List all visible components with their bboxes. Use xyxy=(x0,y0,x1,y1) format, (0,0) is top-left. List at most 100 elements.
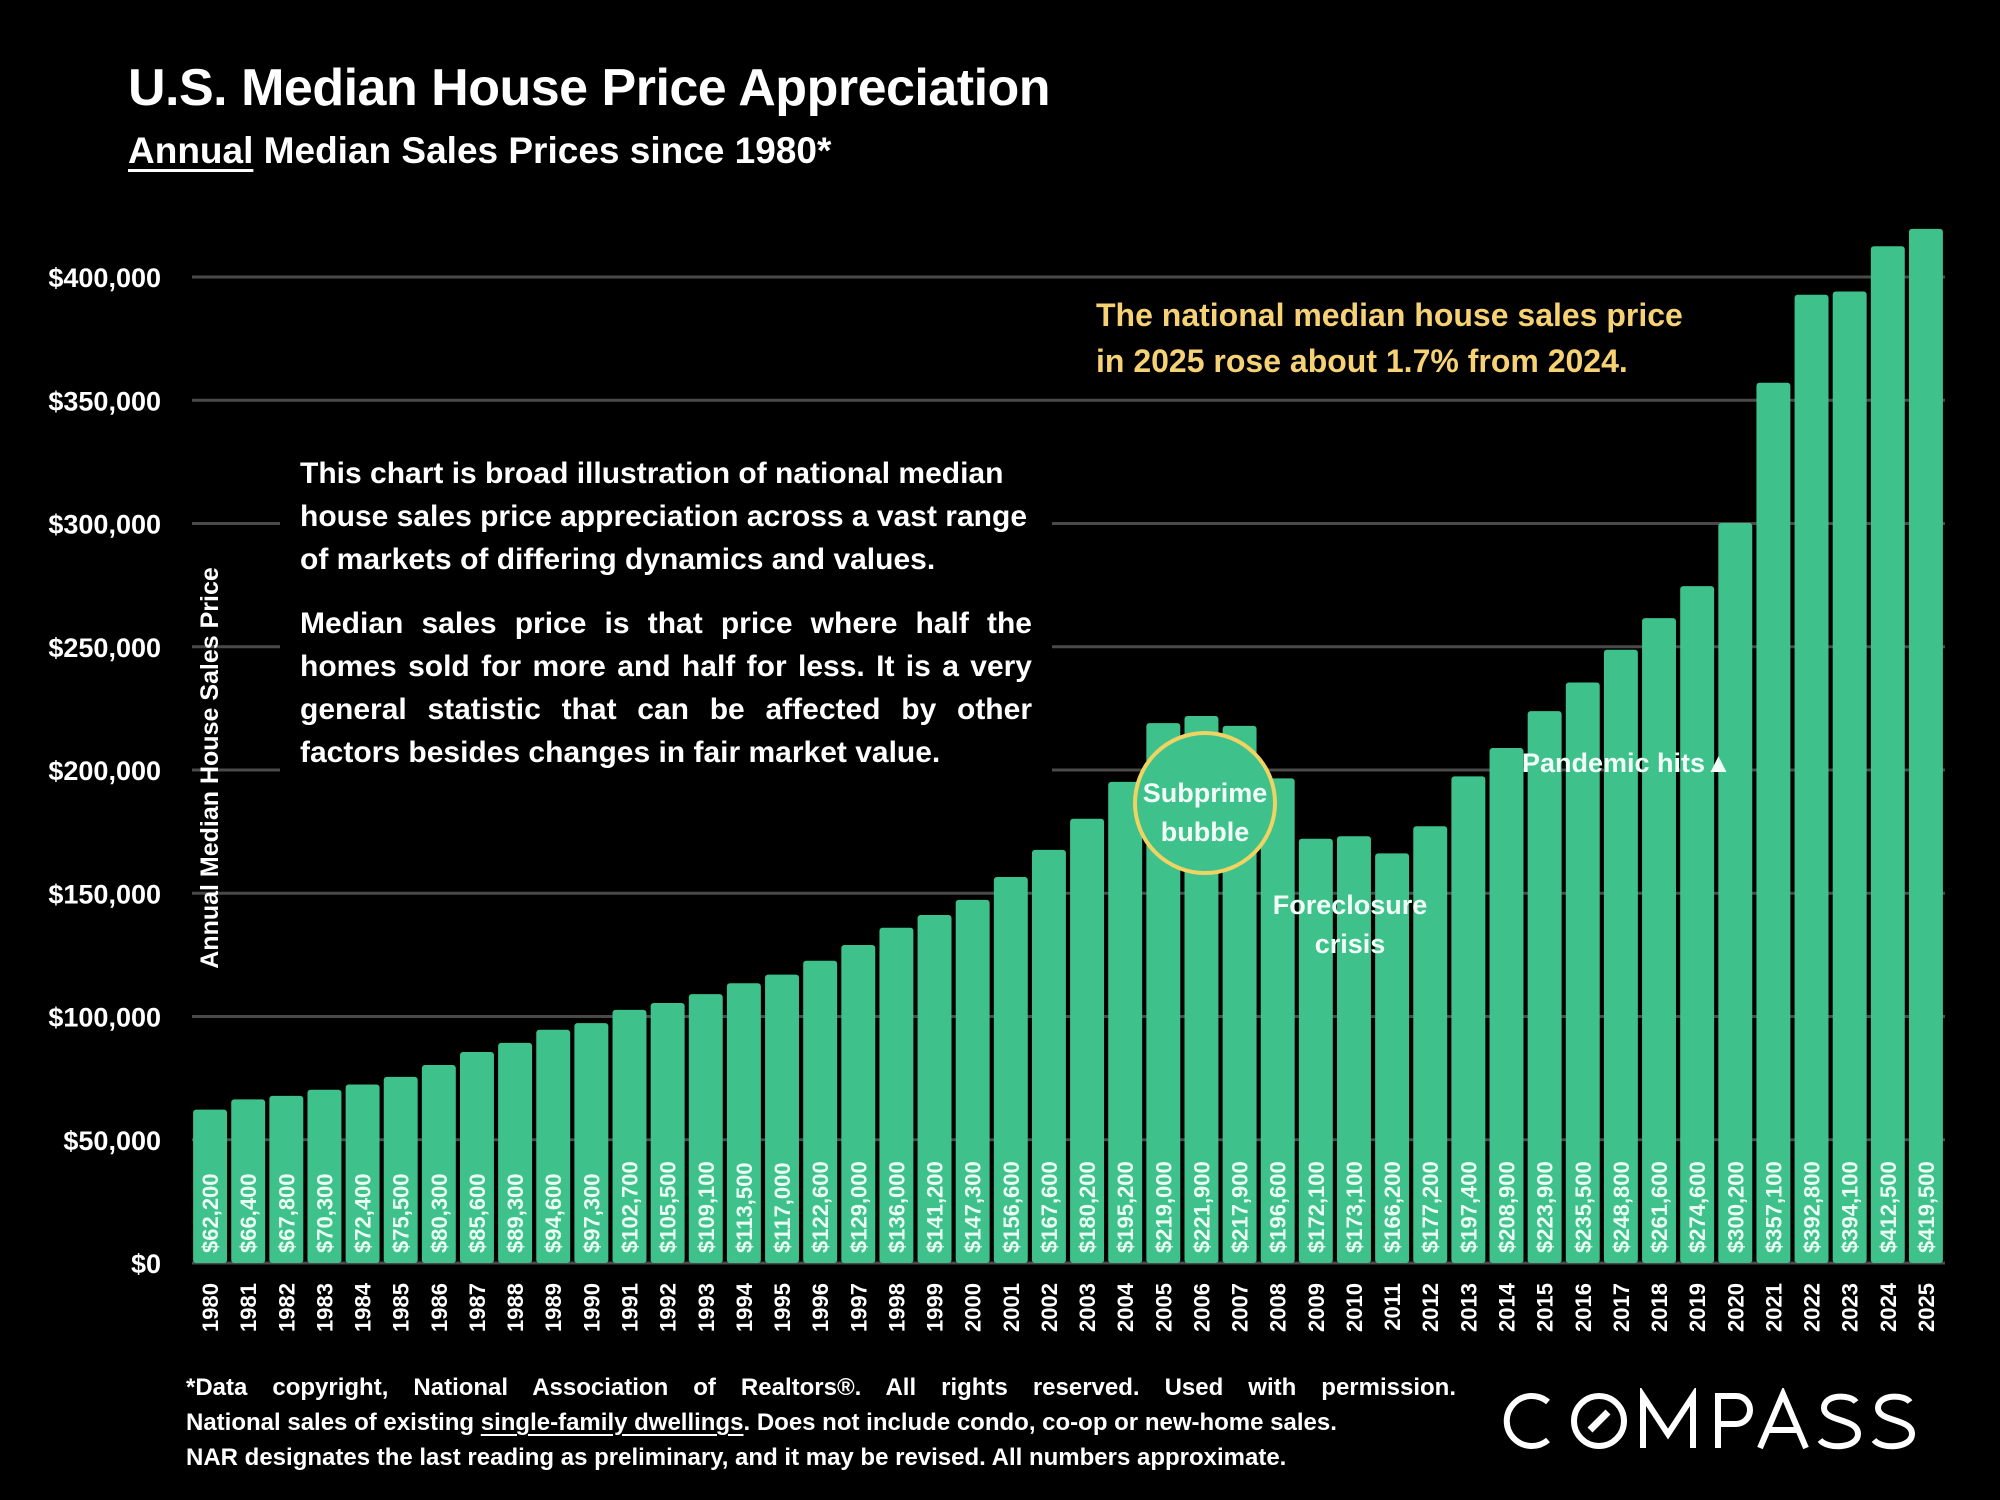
bars xyxy=(193,228,1943,1264)
y-tick-label: $300,000 xyxy=(48,510,161,540)
foreclosure-line-1: Foreclosure xyxy=(1272,890,1428,920)
bar-1996 xyxy=(803,960,838,1263)
data-label: $117,000 xyxy=(770,1162,795,1253)
data-label: $113,500 xyxy=(732,1162,757,1253)
subtitle-rest: Median Sales Prices since 1980* xyxy=(253,130,832,171)
bar-2016 xyxy=(1565,682,1600,1263)
bar-2018 xyxy=(1642,618,1676,1263)
bar-2002 xyxy=(1031,849,1066,1263)
single-family-link[interactable]: single-family dwellings xyxy=(480,1409,744,1436)
subprime-annotation: Subprime bubble xyxy=(1135,774,1275,852)
data-label: $105,500 xyxy=(656,1161,681,1253)
bar-2021 xyxy=(1756,382,1791,1263)
data-label: $85,600 xyxy=(465,1173,490,1253)
data-label: $102,700 xyxy=(618,1161,643,1253)
data-label: $180,200 xyxy=(1075,1161,1100,1253)
data-label: $248,800 xyxy=(1609,1161,1634,1253)
data-label: $357,100 xyxy=(1761,1161,1786,1253)
x-tick-label: 2025 xyxy=(1914,1283,1939,1332)
x-tick-label: 1985 xyxy=(389,1283,414,1332)
bar-2003 xyxy=(1070,818,1105,1263)
bar-1992 xyxy=(650,1002,685,1263)
x-tick-label: 1995 xyxy=(770,1283,795,1332)
bar-1987 xyxy=(460,1051,494,1263)
subprime-line-2: bubble xyxy=(1160,817,1250,847)
bar-2001 xyxy=(993,876,1028,1263)
x-tick-label: 1992 xyxy=(656,1283,681,1332)
x-tick-label: 2014 xyxy=(1495,1282,1520,1332)
pandemic-annotation: Pandemic hits▲ xyxy=(1522,744,1732,783)
data-label: $141,200 xyxy=(923,1161,948,1253)
bar-2024 xyxy=(1870,246,1905,1263)
y-tick-label: $250,000 xyxy=(48,633,161,663)
x-tick-label: 2022 xyxy=(1800,1283,1825,1332)
data-label: $166,200 xyxy=(1380,1161,1405,1253)
bar-1999 xyxy=(917,914,952,1263)
x-tick-label: 1981 xyxy=(236,1283,261,1332)
bar-2011 xyxy=(1375,853,1410,1263)
bar-1991 xyxy=(612,1009,647,1263)
x-tick-label: 2001 xyxy=(999,1283,1024,1332)
highlight-line-2: in 2025 rose about 1.7% from 2024. xyxy=(1096,343,1628,379)
highlight-callout: The national median house sales price in… xyxy=(1096,292,1683,384)
x-tick-label: 2021 xyxy=(1761,1283,1786,1332)
data-label: $172,100 xyxy=(1304,1161,1329,1253)
bar-2013 xyxy=(1451,776,1486,1263)
bar-1995 xyxy=(765,974,799,1263)
data-label: $235,500 xyxy=(1571,1161,1596,1253)
data-label: $195,200 xyxy=(1113,1161,1138,1253)
y-axis-label: Annual Median House Sales Price xyxy=(196,567,224,969)
data-label: $129,000 xyxy=(846,1161,871,1253)
bar-1985 xyxy=(383,1076,418,1263)
x-tick-label: 2008 xyxy=(1266,1283,1291,1332)
subprime-bubble-circle xyxy=(1133,731,1277,875)
note-paragraph-2: Median sales price is that price where h… xyxy=(300,607,1032,769)
x-tick-label: 1986 xyxy=(427,1283,452,1332)
explanatory-note: This chart is broad illustration of nati… xyxy=(280,452,1052,774)
footnote: *Data copyright, National Association of… xyxy=(186,1370,1456,1475)
y-tick-label: $150,000 xyxy=(48,879,161,909)
data-label: $196,600 xyxy=(1266,1161,1291,1253)
x-tick-label: 1984 xyxy=(351,1282,376,1332)
x-tick-label: 2015 xyxy=(1533,1283,1558,1332)
data-label: $136,000 xyxy=(884,1161,909,1253)
data-labels: $62,200 $66,400 $67,800 $70,300 $72,400 $75,5… xyxy=(198,1161,1939,1253)
x-tick-label: 2019 xyxy=(1685,1283,1710,1332)
bar-2025 xyxy=(1908,228,1943,1263)
bar-1998 xyxy=(879,927,914,1263)
x-tick-label: 1982 xyxy=(274,1283,299,1332)
subprime-line-1: Subprime xyxy=(1142,778,1268,808)
x-tick-label: 1997 xyxy=(846,1283,871,1332)
y-tick-label: $400,000 xyxy=(48,263,161,293)
data-label: $274,600 xyxy=(1685,1161,1710,1253)
x-tick-label: 2018 xyxy=(1647,1283,1672,1332)
bar-2022 xyxy=(1794,294,1829,1263)
x-tick-label: 2016 xyxy=(1571,1283,1596,1332)
x-tick-label: 1998 xyxy=(884,1283,909,1332)
data-label: $412,500 xyxy=(1876,1161,1901,1253)
y-tick-label: $350,000 xyxy=(48,386,161,416)
bar-1982 xyxy=(269,1095,304,1263)
data-label: $94,600 xyxy=(541,1173,566,1253)
x-tick-label: 1993 xyxy=(694,1283,719,1332)
bar-2017 xyxy=(1603,649,1638,1263)
x-tick-label: 1994 xyxy=(732,1282,757,1332)
bar-2008 xyxy=(1260,778,1295,1263)
x-tick-label: 2007 xyxy=(1228,1283,1253,1332)
bar-1983 xyxy=(307,1089,342,1263)
y-tick-label: $50,000 xyxy=(63,1126,161,1156)
data-label: $394,100 xyxy=(1838,1161,1863,1253)
data-label: $156,600 xyxy=(999,1161,1024,1253)
x-tick-label: 1996 xyxy=(808,1283,833,1332)
data-label: $223,900 xyxy=(1533,1161,1558,1253)
x-tick-label: 2011 xyxy=(1380,1283,1405,1331)
bar-2014 xyxy=(1489,748,1524,1263)
data-label: $167,600 xyxy=(1037,1161,1062,1253)
x-tick-label: 1999 xyxy=(923,1283,948,1332)
bar-1980 xyxy=(193,1109,228,1263)
x-tick-label: 1983 xyxy=(312,1283,337,1332)
data-label: $70,300 xyxy=(312,1173,337,1253)
subtitle-emphasis: Annual xyxy=(128,130,254,171)
x-tick-label: 2023 xyxy=(1838,1283,1863,1332)
x-axis-ticks: 1980 1981 1982 1983 1984 1985 1986 1987 1988 1989… xyxy=(198,1282,1939,1332)
